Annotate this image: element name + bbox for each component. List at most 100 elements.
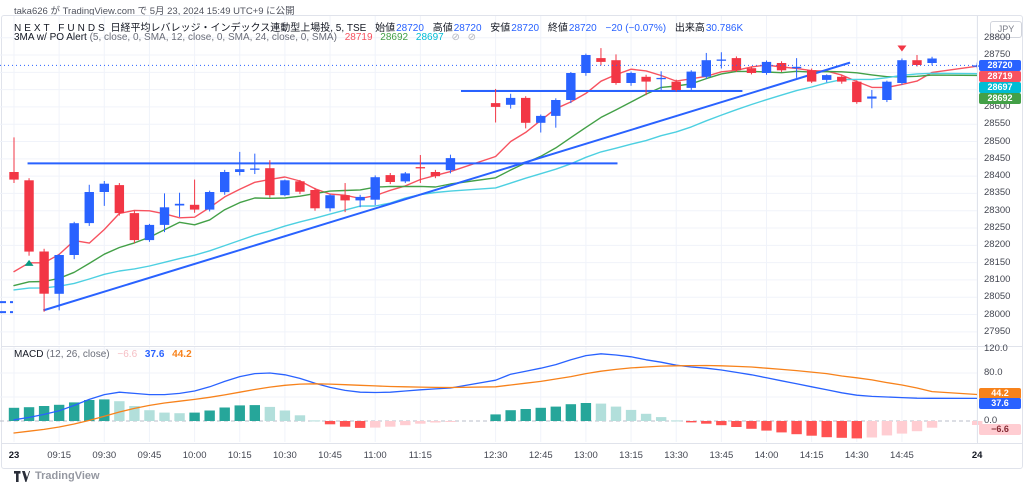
candle[interactable] bbox=[596, 58, 606, 62]
macd-histogram-bar[interactable] bbox=[746, 421, 757, 429]
candle[interactable] bbox=[505, 97, 516, 105]
macd-histogram-bar[interactable] bbox=[851, 421, 862, 439]
macd-histogram-bar[interactable] bbox=[385, 421, 396, 427]
macd-histogram-bar[interactable] bbox=[610, 406, 622, 421]
candle[interactable] bbox=[355, 196, 365, 201]
candle[interactable] bbox=[611, 60, 621, 83]
macd-histogram-bar[interactable] bbox=[655, 417, 667, 421]
macd-histogram-bar[interactable] bbox=[520, 409, 531, 421]
candle[interactable] bbox=[129, 213, 140, 241]
macd-histogram-bar[interactable] bbox=[580, 403, 592, 421]
candle[interactable] bbox=[174, 203, 185, 206]
macd-histogram-bar[interactable] bbox=[671, 420, 682, 422]
macd-histogram-bar[interactable] bbox=[881, 421, 893, 436]
macd-histogram-bar[interactable] bbox=[159, 412, 170, 421]
candle[interactable] bbox=[837, 76, 847, 82]
macd-histogram-bar[interactable] bbox=[370, 421, 381, 428]
candle[interactable] bbox=[806, 70, 817, 82]
candle[interactable] bbox=[204, 192, 215, 210]
macd-histogram-bar[interactable] bbox=[415, 421, 426, 424]
circle-slash-icon[interactable]: ⊘ bbox=[451, 32, 460, 43]
trendline-drawing[interactable] bbox=[43, 61, 851, 312]
candle[interactable] bbox=[791, 66, 802, 69]
macd-histogram-bar[interactable] bbox=[129, 406, 140, 421]
candle[interactable] bbox=[189, 204, 200, 210]
candle[interactable] bbox=[882, 81, 892, 100]
macd-histogram-bar[interactable] bbox=[625, 409, 637, 421]
candle[interactable] bbox=[912, 60, 922, 65]
macd-histogram-bar[interactable] bbox=[836, 421, 847, 438]
macd-histogram-bar[interactable] bbox=[309, 420, 321, 422]
candle[interactable] bbox=[9, 172, 19, 180]
symbol-legend[interactable]: NEXT FUNDS 日経平均レバレッジ・インデックス連動型上場投, 5, TS… bbox=[14, 19, 743, 34]
macd-histogram-bar[interactable] bbox=[445, 421, 456, 422]
candle[interactable] bbox=[897, 60, 907, 83]
macd-histogram-bar[interactable] bbox=[144, 410, 155, 421]
candle[interactable] bbox=[280, 180, 290, 196]
macd-histogram-bar[interactable] bbox=[866, 421, 878, 438]
circle-slash-icon[interactable]: ⊘ bbox=[467, 32, 477, 43]
candle[interactable] bbox=[114, 185, 125, 214]
candle[interactable] bbox=[656, 77, 666, 80]
candle[interactable] bbox=[581, 55, 591, 73]
candle[interactable] bbox=[852, 81, 862, 103]
candle[interactable] bbox=[310, 190, 320, 209]
candle[interactable] bbox=[39, 251, 49, 294]
macd-histogram-bar[interactable] bbox=[535, 407, 546, 421]
macd-histogram-bar[interactable] bbox=[8, 407, 20, 421]
macd-histogram-bar[interactable] bbox=[219, 407, 230, 422]
candle[interactable] bbox=[220, 172, 230, 193]
macd-histogram-bar[interactable] bbox=[776, 421, 787, 433]
macd-histogram-bar[interactable] bbox=[234, 405, 245, 421]
candle[interactable] bbox=[867, 96, 877, 99]
macd-histogram-bar[interactable] bbox=[339, 421, 351, 427]
macd-histogram-bar[interactable] bbox=[701, 421, 712, 424]
candle[interactable] bbox=[235, 169, 245, 172]
candle[interactable] bbox=[415, 167, 426, 169]
ma24-line[interactable] bbox=[13, 72, 978, 291]
candle[interactable] bbox=[295, 181, 305, 192]
macd-histogram-bar[interactable] bbox=[189, 412, 200, 421]
pane-separator[interactable] bbox=[2, 346, 1022, 347]
macd-histogram-bar[interactable] bbox=[505, 410, 516, 421]
candle[interactable] bbox=[54, 255, 64, 294]
macd-histogram-bar[interactable] bbox=[53, 404, 65, 421]
candle[interactable] bbox=[761, 61, 772, 73]
candle[interactable] bbox=[716, 59, 727, 61]
macd-histogram-bar[interactable] bbox=[84, 400, 95, 421]
macd-histogram-bar[interactable] bbox=[565, 404, 577, 421]
macd-histogram-bar[interactable] bbox=[490, 414, 501, 421]
candle[interactable] bbox=[250, 168, 260, 170]
macd-histogram-bar[interactable] bbox=[821, 421, 832, 438]
candle[interactable] bbox=[340, 195, 350, 201]
macd-histogram-bar[interactable] bbox=[294, 415, 306, 421]
macd-histogram-bar[interactable] bbox=[279, 410, 291, 422]
candle[interactable] bbox=[686, 71, 696, 88]
signal-line[interactable] bbox=[13, 364, 978, 434]
candle[interactable] bbox=[521, 97, 531, 123]
candle[interactable] bbox=[325, 195, 335, 209]
macd-histogram-bar[interactable] bbox=[264, 406, 276, 421]
macd-line[interactable] bbox=[13, 353, 978, 421]
macd-histogram-bar[interactable] bbox=[38, 406, 50, 421]
candle[interactable] bbox=[159, 207, 170, 225]
candle[interactable] bbox=[776, 63, 787, 71]
macd-histogram-bar[interactable] bbox=[204, 410, 215, 422]
candle[interactable] bbox=[400, 173, 410, 182]
macd-histogram-bar[interactable] bbox=[640, 413, 652, 421]
macd-legend[interactable]: MACD (12, 26, close) −6.6 37.6 44.2 bbox=[14, 349, 192, 360]
candle[interactable] bbox=[445, 158, 456, 171]
candle[interactable] bbox=[430, 172, 441, 177]
candle[interactable] bbox=[927, 58, 937, 64]
candle[interactable] bbox=[731, 58, 742, 71]
candle[interactable] bbox=[144, 224, 155, 241]
price-axis-separator[interactable] bbox=[977, 16, 978, 443]
candle[interactable] bbox=[701, 60, 711, 77]
macd-histogram-bar[interactable] bbox=[791, 421, 802, 435]
candle[interactable] bbox=[99, 183, 109, 192]
candle[interactable] bbox=[24, 180, 34, 252]
macd-histogram-bar[interactable] bbox=[430, 421, 441, 423]
macd-histogram-bar[interactable] bbox=[249, 405, 260, 421]
candle[interactable] bbox=[641, 76, 651, 82]
macd-histogram-bar[interactable] bbox=[911, 421, 923, 432]
